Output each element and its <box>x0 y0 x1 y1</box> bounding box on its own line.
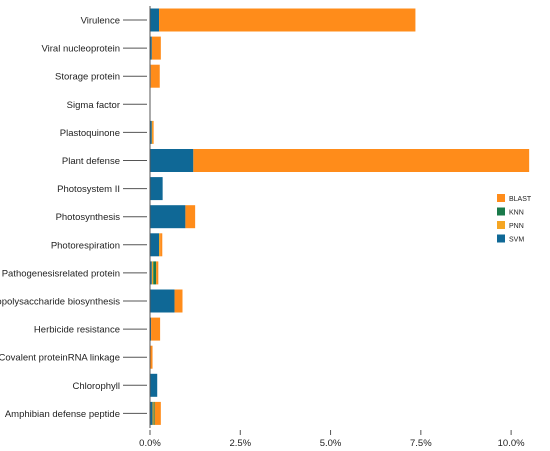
bar-photosystem-ii-svm <box>150 177 163 201</box>
x-axis: 0.0% 2.5% 5.0% 7.5% 10.0% <box>139 430 525 449</box>
category-label-amphibian-defense-peptide: Amphibian defense peptide <box>5 409 120 420</box>
bar-plant-defense-blast <box>193 149 530 172</box>
bar-plant-defense-svm <box>150 149 194 172</box>
category-label-pathogenesisrelated-protein: Pathogenesisrelated protein <box>2 268 120 279</box>
bar-photorespiration-svm <box>150 233 160 257</box>
category-axis: Virulence Viral nucleoprotein Storage prot… <box>0 6 151 428</box>
bar-storage-protein-blast <box>150 64 160 88</box>
category-label-herbicide-resistance: Herbicide resistance <box>34 325 120 336</box>
x-tick-label-0: 0.0% <box>139 438 161 449</box>
category-label-storage-protein: Storage protein <box>55 72 120 83</box>
bar-lipopolysaccharide-biosynthesis-blast <box>174 289 183 313</box>
x-tick-label-3: 7.5% <box>410 438 432 449</box>
bar-pathogenesisrelated-protein-knn <box>153 261 157 285</box>
plot-area <box>150 8 530 425</box>
bar-photosynthesis-blast <box>185 205 196 229</box>
category-label-photosystem-ii: Photosystem II <box>57 184 120 195</box>
bar-virulence-blast <box>159 8 416 32</box>
bar-chlorophyll-svm <box>150 373 158 397</box>
category-label-plastoquinone: Plastoquinone <box>60 128 120 139</box>
bar-pathogenesisrelated-protein-blast <box>156 261 159 285</box>
legend-swatch-knn <box>497 207 505 216</box>
category-label-lipopolysaccharide-biosynthesis: Lipopolysaccharide biosynthesis <box>0 297 120 308</box>
category-label-viral-nucleoprotein: Viral nucleoprotein <box>41 44 120 55</box>
legend-swatch-svm <box>497 234 505 243</box>
bar-virulence-svm <box>150 8 160 32</box>
bar-photorespiration-blast <box>160 233 163 257</box>
legend-label-knn: KNN <box>509 210 524 217</box>
bar-plastoquinone-svm <box>150 120 152 144</box>
x-tick-label-1: 2.5% <box>229 438 251 449</box>
bar-lipopolysaccharide-biosynthesis-svm <box>150 289 175 313</box>
bar-amphibian-defense-peptide-knn <box>153 401 155 425</box>
category-label-sigma-factor: Sigma factor <box>67 100 120 111</box>
bar-plastoquinone-blast <box>152 120 154 144</box>
category-label-photorespiration: Photorespiration <box>51 240 120 251</box>
legend-swatch-blast <box>497 194 505 202</box>
bar-herbicide-resistance-svm <box>150 317 152 341</box>
x-tick-label-4: 10.0% <box>498 438 525 449</box>
category-label-virulence: Virulence <box>81 16 120 27</box>
bar-amphibian-defense-peptide-pnn <box>152 401 154 425</box>
bar-pathogenesisrelated-protein-pnn <box>151 261 154 285</box>
bar-plastoquinone-pnn <box>151 120 153 144</box>
legend-label-pnn: PNN <box>509 223 524 230</box>
bar-amphibian-defense-peptide-svm <box>150 401 153 425</box>
category-label-covalent-proteinrna-linkage: Covalent proteinRNA linkage <box>0 353 120 364</box>
bar-viral-nucleoprotein-svm <box>150 36 152 60</box>
bar-pathogenesisrelated-protein-svm <box>150 261 152 285</box>
bar-amphibian-defense-peptide-blast <box>154 401 161 425</box>
bar-viral-nucleoprotein-blast <box>151 36 161 60</box>
bar-herbicide-resistance-blast <box>151 317 161 341</box>
bar-photorespiration-pnn <box>159 233 161 257</box>
x-tick-label-2: 5.0% <box>320 438 342 449</box>
category-label-plant-defense: Plant defense <box>62 156 120 167</box>
legend-label-svm: SVM <box>509 237 524 244</box>
bar-covalent-proteinrna-linkage-blast <box>150 345 153 369</box>
category-label-photosynthesis: Photosynthesis <box>56 212 121 223</box>
legend: BLAST KNN PNN SVM <box>497 194 532 244</box>
category-label-chlorophyll: Chlorophyll <box>72 381 120 392</box>
bar-photosynthesis-svm <box>150 205 186 229</box>
legend-swatch-pnn <box>497 221 505 229</box>
legend-label-blast: BLAST <box>509 196 532 203</box>
